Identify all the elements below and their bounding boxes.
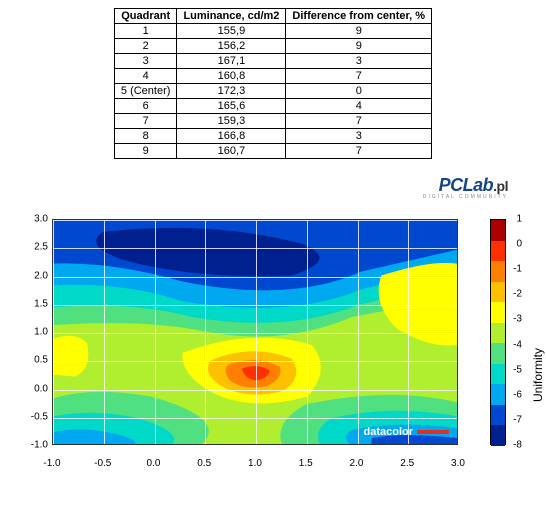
table-cell: 9 bbox=[286, 24, 432, 39]
x-tick: 2.0 bbox=[350, 458, 364, 469]
colorbar-label: Uniformity bbox=[531, 348, 545, 402]
table-cell: 155,9 bbox=[177, 24, 286, 39]
colorbar-tick: -7 bbox=[513, 414, 522, 425]
table-header-row: Quadrant Luminance, cd/m2 Difference fro… bbox=[114, 9, 431, 24]
col-quadrant: Quadrant bbox=[114, 9, 177, 24]
table-cell: 5 (Center) bbox=[114, 84, 177, 99]
logo-subtitle: DIGITAL COMMUNITY bbox=[423, 194, 508, 200]
uniformity-chart: datacolor -1.0-0.50.00.51.01.52.02.53.0 … bbox=[12, 213, 542, 483]
table-cell: 166,8 bbox=[177, 129, 286, 144]
y-tick: -1.0 bbox=[12, 440, 48, 451]
colorbar-tick: -1 bbox=[513, 264, 522, 275]
logo-text: PCLab bbox=[439, 175, 494, 195]
table-cell: 160,7 bbox=[177, 144, 286, 159]
table-cell: 167,1 bbox=[177, 54, 286, 69]
y-tick: 0.5 bbox=[12, 355, 48, 366]
datacolor-text: datacolor bbox=[363, 426, 413, 438]
colorbar-tick: 1 bbox=[516, 214, 522, 225]
datacolor-bar bbox=[417, 430, 449, 434]
y-tick: 3.0 bbox=[12, 214, 48, 225]
colorbar-tick: -3 bbox=[513, 314, 522, 325]
datacolor-watermark: datacolor bbox=[363, 426, 449, 438]
table-row: 9160,77 bbox=[114, 144, 431, 159]
table-cell: 172,3 bbox=[177, 84, 286, 99]
table-cell: 4 bbox=[114, 69, 177, 84]
x-tick: 1.0 bbox=[248, 458, 262, 469]
table-row: 3167,13 bbox=[114, 54, 431, 69]
colorbar-tick: -8 bbox=[513, 440, 522, 451]
y-tick: 1.5 bbox=[12, 298, 48, 309]
table-row: 6165,64 bbox=[114, 99, 431, 114]
table-row: 8166,83 bbox=[114, 129, 431, 144]
logo-wrap: PCLab.pl DIGITAL COMMUNITY bbox=[8, 171, 538, 213]
colorbar bbox=[490, 219, 506, 445]
table-row: 1155,99 bbox=[114, 24, 431, 39]
table-row: 4160,87 bbox=[114, 69, 431, 84]
table-row: 7159,37 bbox=[114, 114, 431, 129]
table-cell: 3 bbox=[114, 54, 177, 69]
luminance-table: Quadrant Luminance, cd/m2 Difference fro… bbox=[114, 8, 432, 159]
table-cell: 7 bbox=[286, 69, 432, 84]
x-tick: -1.0 bbox=[43, 458, 60, 469]
colorbar-tick: -6 bbox=[513, 389, 522, 400]
y-tick: 0.0 bbox=[12, 383, 48, 394]
logo-suffix: .pl bbox=[493, 178, 508, 194]
table-cell: 8 bbox=[114, 129, 177, 144]
x-tick: 0.5 bbox=[197, 458, 211, 469]
table-cell: 7 bbox=[286, 144, 432, 159]
table-cell: 165,6 bbox=[177, 99, 286, 114]
table-cell: 4 bbox=[286, 99, 432, 114]
y-tick: 2.5 bbox=[12, 242, 48, 253]
table-cell: 3 bbox=[286, 54, 432, 69]
table-cell: 159,3 bbox=[177, 114, 286, 129]
colorbar-tick: -5 bbox=[513, 364, 522, 375]
colorbar-tick: -2 bbox=[513, 289, 522, 300]
col-difference: Difference from center, % bbox=[286, 9, 432, 24]
x-tick: 3.0 bbox=[451, 458, 465, 469]
table-cell: 6 bbox=[114, 99, 177, 114]
table-cell: 0 bbox=[286, 84, 432, 99]
table-cell: 1 bbox=[114, 24, 177, 39]
page-root: Quadrant Luminance, cd/m2 Difference fro… bbox=[0, 0, 546, 511]
table-row: 5 (Center)172,30 bbox=[114, 84, 431, 99]
colorbar-tick: -4 bbox=[513, 339, 522, 350]
table-cell: 7 bbox=[114, 114, 177, 129]
table-row: 2156,29 bbox=[114, 39, 431, 54]
x-tick: 2.5 bbox=[400, 458, 414, 469]
table-cell: 7 bbox=[286, 114, 432, 129]
pclab-logo: PCLab.pl DIGITAL COMMUNITY bbox=[423, 175, 508, 200]
col-luminance: Luminance, cd/m2 bbox=[177, 9, 286, 24]
y-tick: 2.0 bbox=[12, 270, 48, 281]
contour-svg bbox=[53, 220, 457, 444]
x-tick: 1.5 bbox=[299, 458, 313, 469]
x-tick: -0.5 bbox=[94, 458, 111, 469]
y-tick: -0.5 bbox=[12, 411, 48, 422]
table-cell: 3 bbox=[286, 129, 432, 144]
contour-plot: datacolor bbox=[52, 219, 458, 445]
colorbar-tick: 0 bbox=[516, 239, 522, 250]
x-tick: 0.0 bbox=[147, 458, 161, 469]
table-cell: 9 bbox=[286, 39, 432, 54]
table-cell: 9 bbox=[114, 144, 177, 159]
y-tick: 1.0 bbox=[12, 327, 48, 338]
table-cell: 160,8 bbox=[177, 69, 286, 84]
table-cell: 2 bbox=[114, 39, 177, 54]
table-cell: 156,2 bbox=[177, 39, 286, 54]
